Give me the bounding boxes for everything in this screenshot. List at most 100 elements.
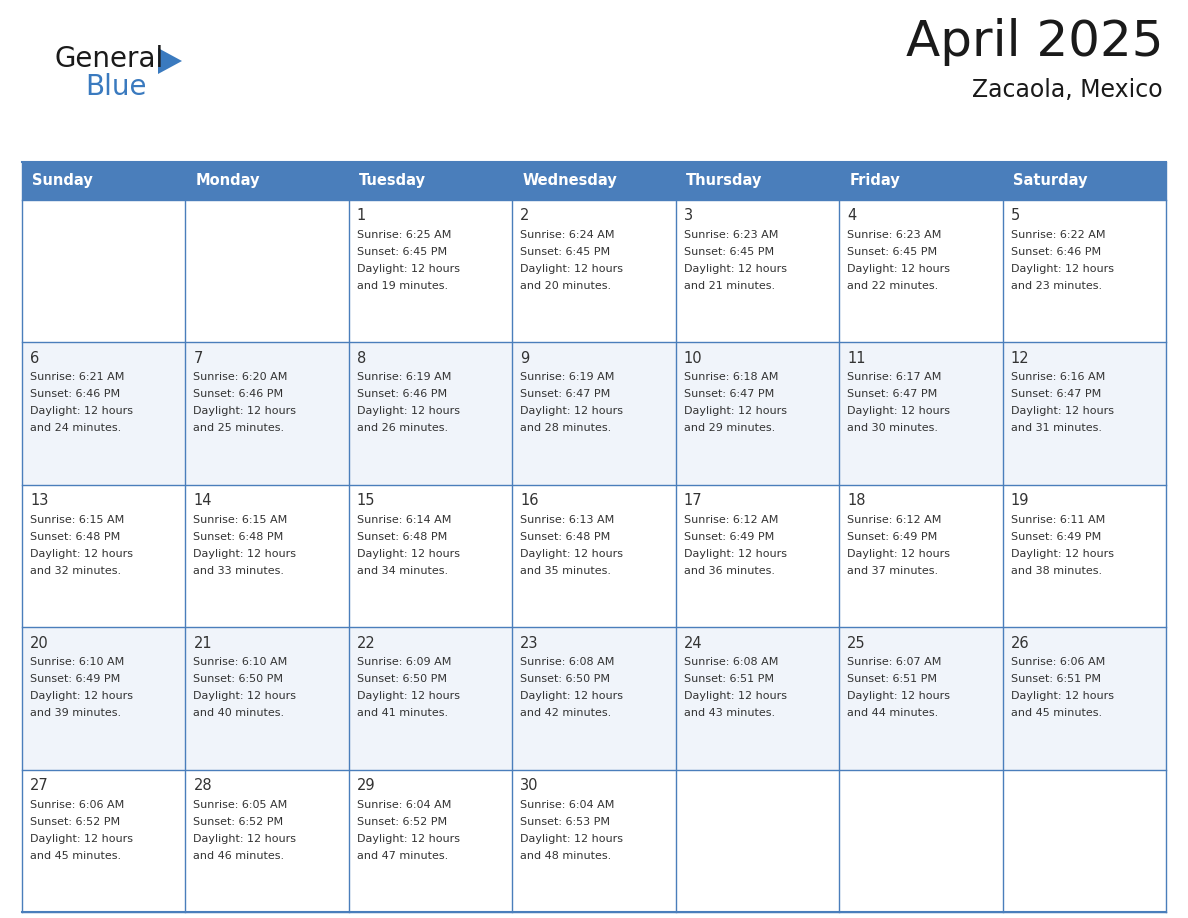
- Text: and 44 minutes.: and 44 minutes.: [847, 708, 939, 718]
- Text: Sunrise: 6:10 AM: Sunrise: 6:10 AM: [30, 657, 125, 667]
- Text: and 20 minutes.: and 20 minutes.: [520, 281, 612, 291]
- Text: 23: 23: [520, 635, 539, 651]
- Bar: [23, 769, 185, 912]
- Text: Sunrise: 6:12 AM: Sunrise: 6:12 AM: [847, 515, 942, 525]
- Text: and 45 minutes.: and 45 minutes.: [30, 851, 121, 860]
- Text: Sunset: 6:45 PM: Sunset: 6:45 PM: [356, 247, 447, 257]
- Text: Monday: Monday: [196, 174, 260, 188]
- Text: Sunset: 6:52 PM: Sunset: 6:52 PM: [30, 817, 120, 826]
- Bar: [23, 162, 185, 200]
- Text: 1: 1: [356, 208, 366, 223]
- Text: April 2025: April 2025: [905, 18, 1163, 66]
- Bar: [1003, 200, 1165, 342]
- Text: 12: 12: [1011, 351, 1029, 366]
- Text: Sunrise: 6:22 AM: Sunrise: 6:22 AM: [1011, 230, 1105, 240]
- Text: Sunrise: 6:20 AM: Sunrise: 6:20 AM: [194, 373, 287, 383]
- Text: Daylight: 12 hours: Daylight: 12 hours: [194, 407, 297, 417]
- Text: and 42 minutes.: and 42 minutes.: [520, 708, 612, 718]
- Text: and 47 minutes.: and 47 minutes.: [356, 851, 448, 860]
- Text: Sunset: 6:49 PM: Sunset: 6:49 PM: [30, 674, 120, 684]
- Text: Sunrise: 6:19 AM: Sunrise: 6:19 AM: [356, 373, 451, 383]
- Bar: [349, 200, 512, 342]
- Text: Daylight: 12 hours: Daylight: 12 hours: [684, 407, 786, 417]
- Text: Sunrise: 6:06 AM: Sunrise: 6:06 AM: [30, 800, 125, 810]
- Text: and 37 minutes.: and 37 minutes.: [847, 565, 939, 576]
- Text: 6: 6: [30, 351, 39, 366]
- Text: Sunrise: 6:25 AM: Sunrise: 6:25 AM: [356, 230, 451, 240]
- Text: Sunset: 6:53 PM: Sunset: 6:53 PM: [520, 817, 611, 826]
- Text: Sunset: 6:47 PM: Sunset: 6:47 PM: [847, 389, 937, 399]
- Text: and 41 minutes.: and 41 minutes.: [356, 708, 448, 718]
- Text: Sunset: 6:46 PM: Sunset: 6:46 PM: [1011, 247, 1101, 257]
- Bar: [839, 200, 1003, 342]
- Text: Sunset: 6:49 PM: Sunset: 6:49 PM: [684, 532, 773, 542]
- Text: 5: 5: [1011, 208, 1019, 223]
- Text: 26: 26: [1011, 635, 1029, 651]
- Text: Sunday: Sunday: [32, 174, 93, 188]
- Text: Sunset: 6:50 PM: Sunset: 6:50 PM: [194, 674, 284, 684]
- Bar: [1003, 342, 1165, 485]
- Text: 22: 22: [356, 635, 375, 651]
- Text: 30: 30: [520, 778, 539, 793]
- Text: 16: 16: [520, 493, 539, 509]
- Text: 11: 11: [847, 351, 866, 366]
- Text: Daylight: 12 hours: Daylight: 12 hours: [194, 691, 297, 701]
- Text: 18: 18: [847, 493, 866, 509]
- Bar: [23, 627, 185, 769]
- Bar: [839, 485, 1003, 627]
- Text: Daylight: 12 hours: Daylight: 12 hours: [847, 691, 950, 701]
- Text: Sunset: 6:48 PM: Sunset: 6:48 PM: [194, 532, 284, 542]
- Text: and 29 minutes.: and 29 minutes.: [684, 423, 775, 433]
- Text: Sunset: 6:49 PM: Sunset: 6:49 PM: [847, 532, 937, 542]
- Text: Daylight: 12 hours: Daylight: 12 hours: [847, 549, 950, 559]
- Text: and 26 minutes.: and 26 minutes.: [356, 423, 448, 433]
- Bar: [23, 342, 185, 485]
- Text: Daylight: 12 hours: Daylight: 12 hours: [30, 549, 133, 559]
- Bar: [676, 200, 839, 342]
- Text: Blue: Blue: [86, 73, 146, 101]
- Text: and 35 minutes.: and 35 minutes.: [520, 565, 612, 576]
- Text: Daylight: 12 hours: Daylight: 12 hours: [356, 407, 460, 417]
- Bar: [512, 342, 676, 485]
- Text: 29: 29: [356, 778, 375, 793]
- Text: and 22 minutes.: and 22 minutes.: [847, 281, 939, 291]
- Bar: [1003, 627, 1165, 769]
- Text: 20: 20: [30, 635, 49, 651]
- Bar: [23, 485, 185, 627]
- Text: and 48 minutes.: and 48 minutes.: [520, 851, 612, 860]
- Bar: [676, 627, 839, 769]
- Text: 15: 15: [356, 493, 375, 509]
- Bar: [349, 162, 512, 200]
- Text: Sunset: 6:45 PM: Sunset: 6:45 PM: [684, 247, 773, 257]
- Text: Sunset: 6:48 PM: Sunset: 6:48 PM: [30, 532, 120, 542]
- Bar: [839, 162, 1003, 200]
- Text: Sunrise: 6:04 AM: Sunrise: 6:04 AM: [520, 800, 614, 810]
- Text: Sunrise: 6:18 AM: Sunrise: 6:18 AM: [684, 373, 778, 383]
- Text: and 21 minutes.: and 21 minutes.: [684, 281, 775, 291]
- Bar: [839, 769, 1003, 912]
- Text: Sunrise: 6:05 AM: Sunrise: 6:05 AM: [194, 800, 287, 810]
- Text: Sunset: 6:49 PM: Sunset: 6:49 PM: [1011, 532, 1101, 542]
- Text: General: General: [55, 45, 164, 73]
- Text: Sunrise: 6:12 AM: Sunrise: 6:12 AM: [684, 515, 778, 525]
- Text: Daylight: 12 hours: Daylight: 12 hours: [1011, 407, 1113, 417]
- Text: 2: 2: [520, 208, 530, 223]
- Text: Sunset: 6:45 PM: Sunset: 6:45 PM: [847, 247, 937, 257]
- Text: Zacaola, Mexico: Zacaola, Mexico: [972, 78, 1163, 102]
- Bar: [512, 162, 676, 200]
- Text: Sunrise: 6:23 AM: Sunrise: 6:23 AM: [847, 230, 942, 240]
- Text: Daylight: 12 hours: Daylight: 12 hours: [520, 549, 624, 559]
- Text: Sunrise: 6:19 AM: Sunrise: 6:19 AM: [520, 373, 614, 383]
- Text: Sunset: 6:46 PM: Sunset: 6:46 PM: [356, 389, 447, 399]
- Text: Daylight: 12 hours: Daylight: 12 hours: [30, 834, 133, 844]
- Bar: [185, 627, 349, 769]
- Text: Daylight: 12 hours: Daylight: 12 hours: [520, 691, 624, 701]
- Text: Sunrise: 6:06 AM: Sunrise: 6:06 AM: [1011, 657, 1105, 667]
- Bar: [23, 200, 185, 342]
- Text: Sunset: 6:52 PM: Sunset: 6:52 PM: [356, 817, 447, 826]
- Bar: [676, 485, 839, 627]
- Bar: [512, 200, 676, 342]
- Text: Daylight: 12 hours: Daylight: 12 hours: [684, 264, 786, 274]
- Text: and 45 minutes.: and 45 minutes.: [1011, 708, 1101, 718]
- Bar: [185, 769, 349, 912]
